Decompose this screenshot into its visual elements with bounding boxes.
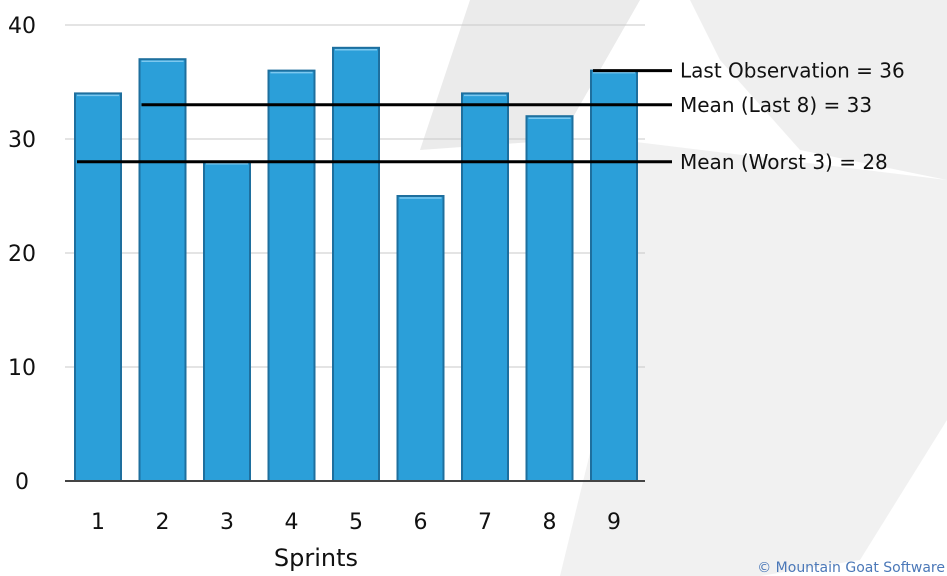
x-tick-label: 9 [607,510,621,535]
x-tick-label: 1 [91,510,105,535]
reference-lines: Last Observation = 36 Mean (Last 8) = 33 M… [77,59,905,174]
bar [74,92,122,483]
bar [332,46,380,483]
x-tick-label: 4 [285,510,299,535]
bar [396,195,445,482]
bar [267,69,316,482]
y-tick-label: 30 [8,128,36,153]
x-tick-label: 6 [414,510,428,535]
bar [203,160,251,483]
x-tick-label: 8 [543,510,557,535]
reference-line-label: Last Observation = 36 [680,59,905,83]
reference-line-label: Mean (Worst 3) = 28 [680,150,888,174]
y-tick-label: 20 [8,242,36,267]
y-tick-label: 0 [15,470,29,495]
copyright-text: © Mountain Goat Software [757,560,945,576]
axes: 0 10 20 30 40 1 2 3 4 5 6 7 8 9 [8,14,645,535]
y-tick-label: 10 [8,356,36,381]
bar [525,115,574,482]
bar [590,69,638,482]
x-tick-label: 3 [220,510,234,535]
x-tick-label: 5 [349,510,363,535]
reference-line-label: Mean (Last 8) = 33 [680,93,872,117]
x-axis-label: Sprints [274,544,358,572]
x-tick-label: 7 [478,510,492,535]
x-tick-label: 2 [156,510,170,535]
bar [138,58,187,482]
y-tick-label: 40 [8,14,36,39]
bar [461,92,509,483]
